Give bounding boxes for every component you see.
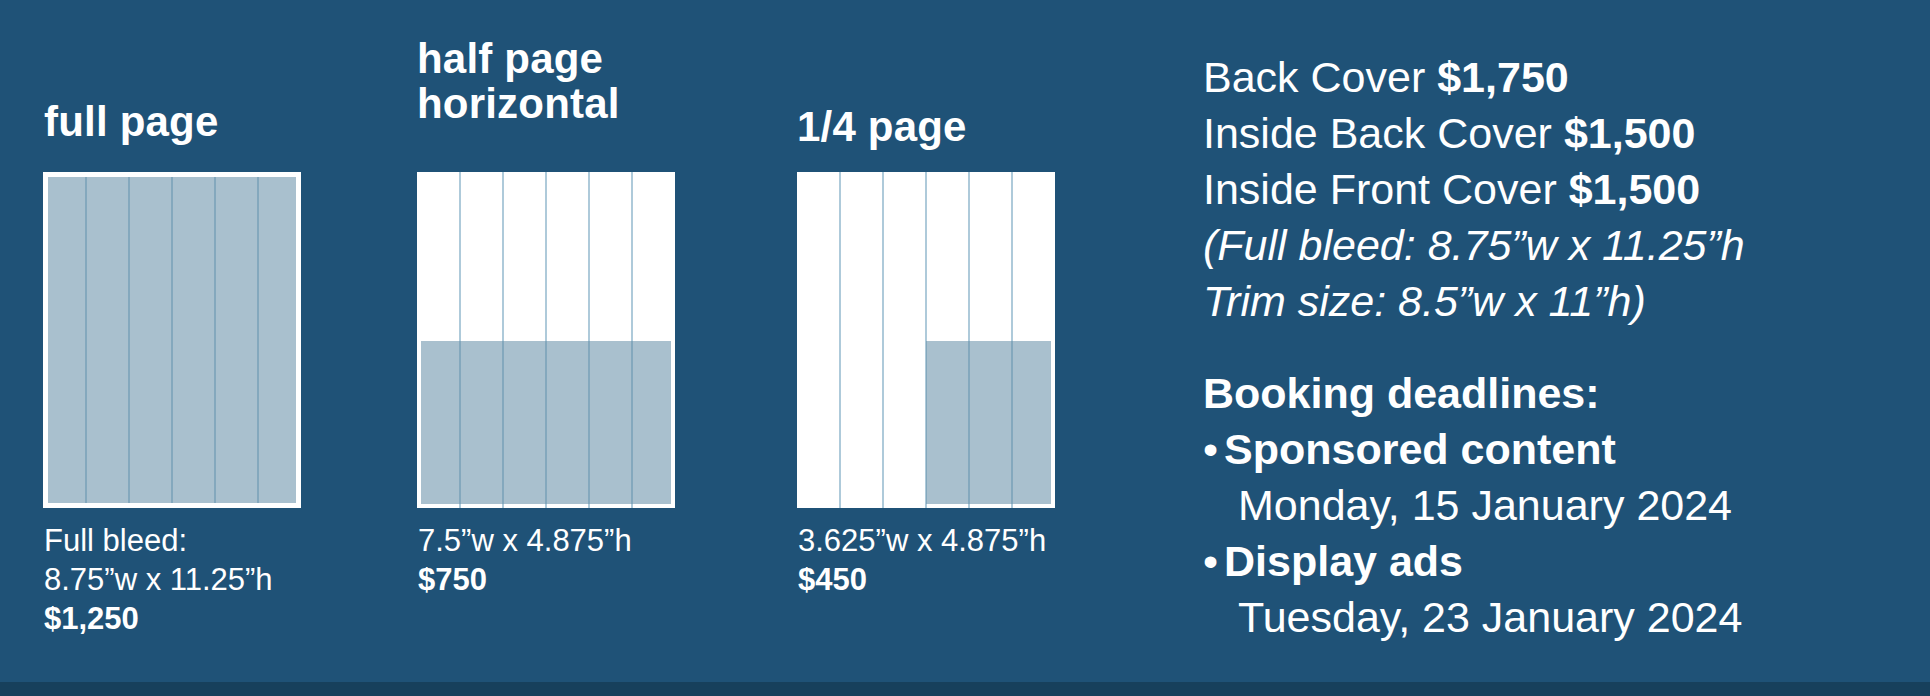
bottom-edge-bar	[0, 682, 1930, 696]
column-divider	[882, 172, 884, 508]
quarter-page-price: $450	[798, 560, 1046, 599]
half-page-price: $750	[418, 560, 632, 599]
deadline-label: Sponsored content	[1224, 425, 1616, 473]
booking-deadlines: Booking deadlines: •Sponsored content Mo…	[1203, 365, 1742, 645]
full-page-price: $1,250	[44, 599, 273, 638]
quarter-page-specs: 3.625”w x 4.875”h $450	[798, 521, 1046, 599]
quarter-page-title: 1/4 page	[797, 104, 967, 149]
full-page-title-text: full page	[44, 98, 218, 145]
half-page-diagram	[417, 172, 675, 508]
bullet-icon: •	[1203, 533, 1224, 589]
ad-area-fill	[48, 177, 296, 503]
deadline-date: Monday, 15 January 2024	[1203, 477, 1742, 533]
half-page-dimensions: 7.5”w x 4.875”h	[418, 521, 632, 560]
half-page-title: half page horizontal	[417, 36, 620, 126]
full-page-bleed-label: Full bleed:	[44, 521, 273, 560]
inside-front-cover-line: Inside Front Cover $1,500	[1203, 161, 1745, 217]
booking-deadlines-heading: Booking deadlines:	[1203, 365, 1742, 421]
full-page-dimensions: 8.75”w x 11.25”h	[44, 560, 273, 599]
half-page-specs: 7.5”w x 4.875”h $750	[418, 521, 632, 599]
inside-back-cover-price: $1,500	[1564, 109, 1696, 157]
ad-area-fill	[926, 341, 1051, 504]
bullet-icon: •	[1203, 421, 1224, 477]
cover-pricing: Back Cover $1,750 Inside Back Cover $1,5…	[1203, 49, 1745, 329]
inside-front-cover-label: Inside Front Cover	[1203, 165, 1557, 213]
back-cover-line: Back Cover $1,750	[1203, 49, 1745, 105]
quarter-page-diagram	[797, 172, 1055, 508]
back-cover-price: $1,750	[1437, 53, 1569, 101]
cover-bleed-spec: (Full bleed: 8.75”w x 11.25”h	[1203, 217, 1745, 273]
full-page-title: full page	[44, 99, 218, 144]
full-page-specs: Full bleed: 8.75”w x 11.25”h $1,250	[44, 521, 273, 638]
deadline-item: •Sponsored content	[1203, 421, 1742, 477]
quarter-page-dimensions: 3.625”w x 4.875”h	[798, 521, 1046, 560]
cover-trim-spec: Trim size: 8.5”w x 11”h)	[1203, 273, 1745, 329]
half-page-title-line2: horizontal	[417, 81, 620, 126]
deadline-item: •Display ads	[1203, 533, 1742, 589]
ad-area-fill	[421, 341, 671, 504]
quarter-page-title-text: 1/4 page	[797, 103, 967, 150]
back-cover-label: Back Cover	[1203, 53, 1425, 101]
inside-front-cover-price: $1,500	[1569, 165, 1701, 213]
inside-back-cover-label: Inside Back Cover	[1203, 109, 1552, 157]
full-page-diagram	[43, 172, 301, 508]
rate-card: full page half page horizontal 1/4 page …	[0, 0, 1930, 696]
inside-back-cover-line: Inside Back Cover $1,500	[1203, 105, 1745, 161]
deadline-label: Display ads	[1224, 537, 1463, 585]
column-divider	[839, 172, 841, 508]
half-page-title-line1: half page	[417, 36, 620, 81]
deadline-date: Tuesday, 23 January 2024	[1203, 589, 1742, 645]
